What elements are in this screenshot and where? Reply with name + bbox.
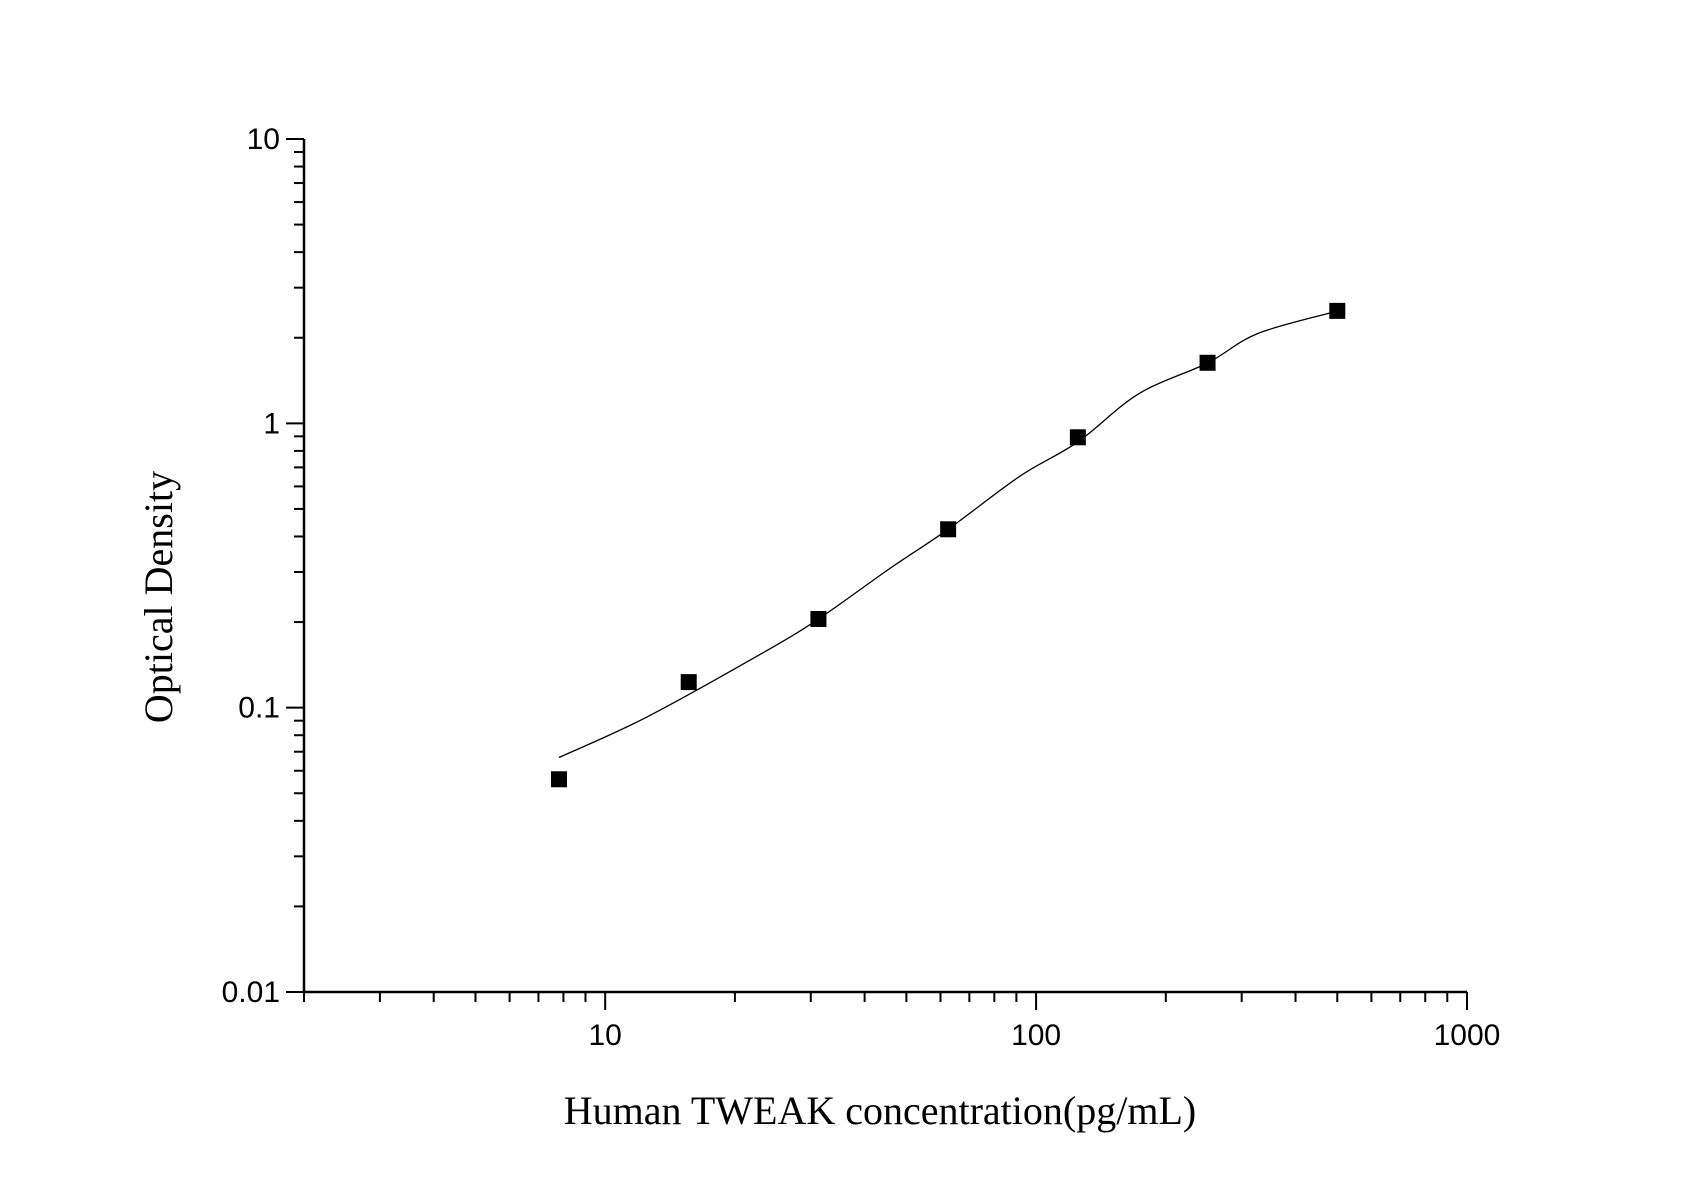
data-point: [550, 771, 567, 788]
y-tick-label: 10: [247, 123, 280, 156]
data-point: [1329, 302, 1346, 319]
ticks: [286, 138, 1468, 1010]
data-point: [940, 521, 957, 538]
data-points: [550, 302, 1346, 788]
data-point: [680, 674, 697, 691]
x-axis-title: Human TWEAK concentration(pg/mL): [564, 1088, 1196, 1133]
y-tick-label: 0.1: [238, 692, 280, 725]
y-tick-label: 1: [263, 407, 280, 440]
y-axis-title: Optical Density: [136, 471, 181, 723]
tick-labels: 0.01 0.1 1 10 10 100 1000: [222, 123, 1501, 1052]
data-point: [1199, 354, 1216, 371]
y-tick-label: 0.01: [222, 976, 280, 1009]
axes: [302, 139, 1467, 994]
x-tick-label: 100: [1011, 1019, 1061, 1052]
data-point: [810, 611, 827, 628]
data-point: [1069, 429, 1086, 446]
x-tick-label: 10: [589, 1019, 622, 1052]
x-tick-label: 1000: [1434, 1019, 1501, 1052]
